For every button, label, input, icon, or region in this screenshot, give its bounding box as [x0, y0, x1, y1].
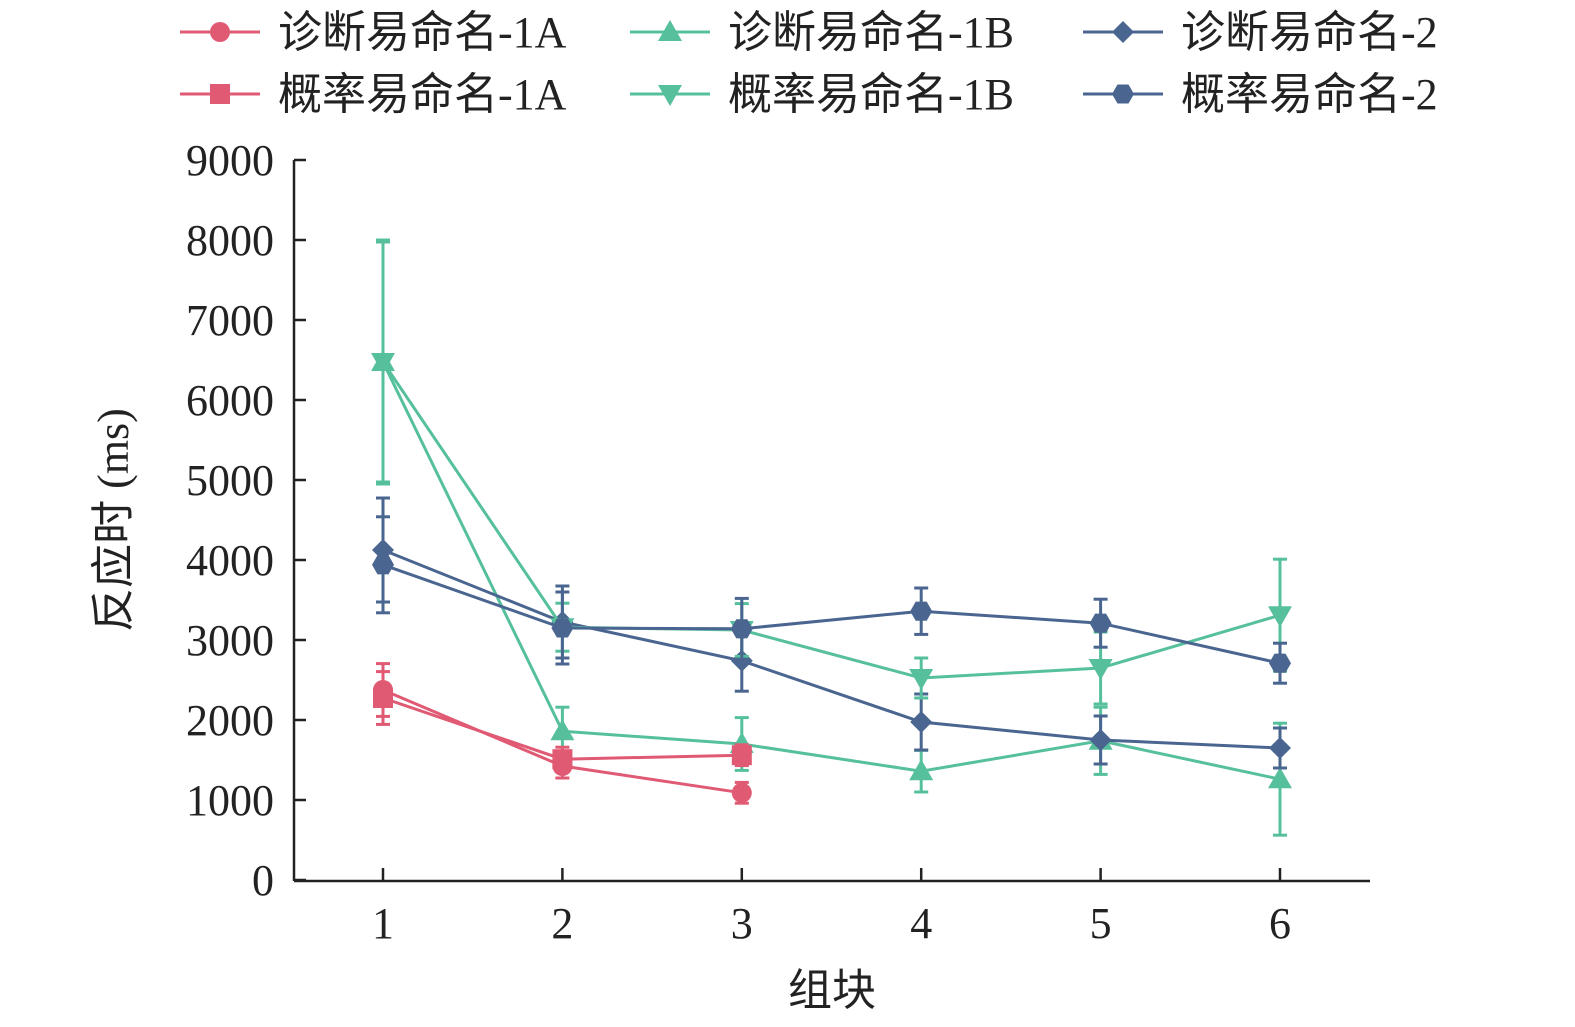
axes	[292, 160, 1370, 883]
series-3	[372, 496, 1291, 770]
data-point	[910, 601, 933, 621]
series-2	[371, 238, 1292, 837]
y-tick-label: 1000	[186, 776, 274, 825]
data-point	[372, 555, 394, 575]
legend-marker-icon	[658, 20, 682, 41]
legend-item: 诊断易命名-1A	[180, 8, 567, 57]
legend-item: 诊断易命名-1B	[630, 8, 1014, 57]
data-point	[1268, 767, 1292, 789]
series-6	[372, 515, 1291, 685]
data-point	[1089, 729, 1112, 751]
data-point	[731, 782, 752, 803]
y-tick-label: 7000	[186, 296, 274, 345]
legend-marker-icon	[658, 85, 682, 106]
legend-label: 概率易命名-1A	[278, 70, 567, 119]
legend-item: 诊断易命名-2	[1083, 8, 1438, 57]
data-point	[910, 711, 933, 733]
x-tick-label: 3	[731, 899, 753, 948]
legend-item: 概率易命名-1B	[630, 70, 1014, 119]
data-point	[1089, 613, 1112, 633]
y-tick-label: 2000	[186, 696, 274, 745]
y-tick-label: 4000	[186, 536, 274, 585]
data-point	[1268, 606, 1292, 628]
x-tick-label: 1	[372, 899, 394, 948]
data-point	[909, 759, 934, 781]
data-point	[371, 353, 395, 374]
legend-marker-icon	[1112, 21, 1134, 43]
x-axis-label: 组块	[788, 966, 876, 1015]
x-tick-label: 6	[1269, 899, 1291, 948]
y-tick-label: 6000	[186, 376, 274, 425]
data-point	[550, 719, 575, 741]
series-line	[382, 563, 1281, 665]
legend-item: 概率易命名-1A	[180, 70, 567, 119]
data-point	[1269, 653, 1291, 673]
data-point	[373, 688, 393, 708]
legend-marker-icon	[1112, 84, 1134, 104]
legend: 诊断易命名-1A 诊断易命名-1B 诊断易命名-2 概率易命名-1A 概率易命名-1B 概…	[180, 8, 1438, 119]
data-point	[909, 669, 934, 690]
legend-item: 概率易命名-2	[1083, 70, 1438, 119]
y-tick-label: 8000	[186, 216, 274, 265]
x-tick-label: 2	[551, 899, 573, 948]
legend-label: 诊断易命名-2	[1181, 8, 1438, 57]
data-point	[730, 619, 753, 639]
legend-label: 诊断易命名-1A	[278, 8, 567, 57]
legend-label: 概率易命名-2	[1181, 70, 1438, 119]
legend-label: 诊断易命名-1B	[728, 8, 1014, 57]
y-tick-label: 3000	[186, 616, 274, 665]
y-tick-label: 0	[252, 856, 274, 905]
x-tick-label: 4	[910, 899, 932, 948]
data-point	[731, 745, 752, 766]
series-line	[381, 361, 1281, 781]
data-point	[552, 749, 573, 770]
series-4	[373, 670, 752, 773]
legend-label: 概率易命名-1B	[728, 70, 1014, 119]
y-tick-label: 5000	[186, 456, 274, 505]
x-tick-label: 5	[1090, 899, 1112, 948]
legend-marker-icon	[210, 22, 230, 42]
legend-marker-icon	[210, 84, 230, 104]
data-point	[1269, 737, 1291, 759]
y-axis-label: 反应时 (ms)	[89, 408, 138, 632]
series-line	[381, 361, 1281, 680]
data-point	[1088, 659, 1113, 680]
plot-area	[371, 238, 1292, 837]
series-line	[382, 548, 1281, 750]
y-tick-label: 9000	[186, 136, 274, 185]
data-point	[551, 618, 574, 638]
